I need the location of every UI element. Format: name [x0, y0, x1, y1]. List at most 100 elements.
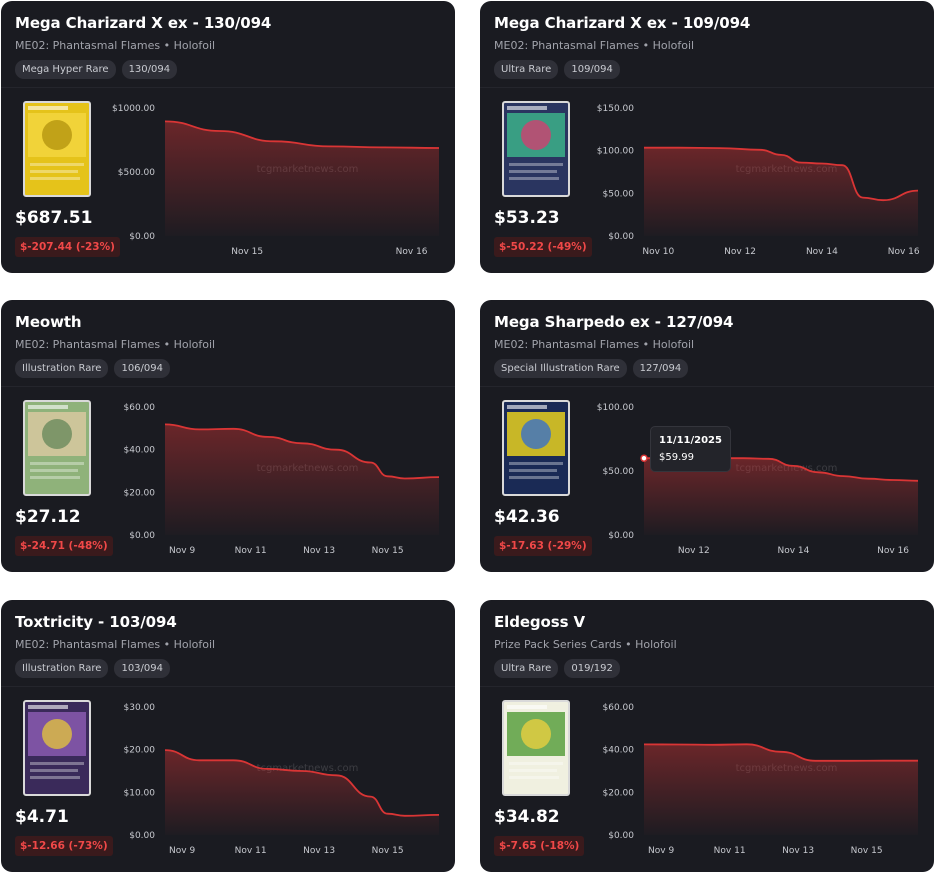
- card-thumbnail[interactable]: [502, 101, 570, 197]
- tooltip-date: 11/11/2025: [659, 435, 722, 447]
- y-tick-label: $60.00: [124, 403, 156, 413]
- x-tick-label: Nov 16: [877, 546, 909, 556]
- y-tick-label: $20.00: [124, 746, 156, 756]
- card-title[interactable]: Toxtricity - 103/094: [15, 613, 177, 631]
- price-line: [164, 749, 440, 817]
- price-area: [644, 147, 918, 236]
- price-history-chart[interactable]: $0.00 $50.00 $100.00 $150.00 Nov 10 Nov 12 Nov…: [580, 95, 926, 265]
- card-thumbnail[interactable]: [23, 400, 91, 496]
- price-history-chart[interactable]: $0.00 $20.00 $40.00 $60.00 Nov 9 Nov 11 Nov 13…: [580, 694, 926, 864]
- chart-svg: $0.00 $10.00 $20.00 $30.00 Nov 9 Nov 11 Nov 13…: [124, 703, 440, 856]
- hover-point: [640, 454, 648, 462]
- x-tick-label: Nov 12: [724, 247, 756, 257]
- x-tick-label: Nov 16: [396, 247, 428, 257]
- price-card-mega-charizard-x-ex-130-094[interactable]: Mega Charizard X ex - 130/094 ME02: Phan…: [1, 1, 455, 273]
- price-card-meowth[interactable]: Meowth ME02: Phantasmal Flames • Holofoi…: [1, 300, 455, 572]
- market-price: $42.36: [494, 507, 560, 527]
- market-price: $53.23: [494, 208, 560, 228]
- number-tag: 109/094: [564, 60, 620, 79]
- x-tick-label: Nov 12: [678, 546, 710, 556]
- price-area: [644, 744, 918, 835]
- price-area: [165, 121, 439, 236]
- rarity-tag: Mega Hyper Rare: [15, 60, 116, 79]
- card-subtitle: ME02: Phantasmal Flames • Holofoil: [494, 338, 695, 351]
- y-tick-label: $0.00: [608, 831, 634, 841]
- divider: [480, 87, 934, 88]
- market-price: $27.12: [15, 507, 81, 527]
- x-tick-label: Nov 13: [303, 846, 335, 856]
- y-tick-label: $0.00: [129, 232, 155, 242]
- y-tick-label: $1000.00: [112, 104, 155, 114]
- x-tick-label: Nov 9: [169, 846, 195, 856]
- price-history-chart[interactable]: $0.00 $10.00 $20.00 $30.00 Nov 9 Nov 11 Nov 13…: [101, 694, 447, 864]
- y-tick-label: $20.00: [603, 788, 635, 798]
- price-area: [644, 458, 918, 535]
- card-thumbnail[interactable]: [502, 700, 570, 796]
- price-change-badge: $-24.71 (-48%): [15, 536, 113, 556]
- x-tick-label: Nov 14: [806, 247, 838, 257]
- x-tick-label: Nov 15: [372, 546, 404, 556]
- y-tick-label: $0.00: [608, 232, 634, 242]
- x-tick-label: Nov 9: [169, 546, 195, 556]
- card-subtitle: Prize Pack Series Cards • Holofoil: [494, 638, 677, 651]
- price-card-eldegoss-v[interactable]: Eldegoss V Prize Pack Series Cards • Hol…: [480, 600, 934, 872]
- price-history-chart[interactable]: $0.00 $20.00 $40.00 $60.00 Nov 9 Nov 11 Nov 13…: [101, 394, 447, 564]
- price-card-mega-sharpedo-ex-127-094[interactable]: Mega Sharpedo ex - 127/094 ME02: Phantas…: [480, 300, 934, 572]
- card-title[interactable]: Meowth: [15, 313, 82, 331]
- tag-list: Illustration Rare 103/094: [15, 659, 170, 678]
- number-tag: 127/094: [632, 359, 689, 378]
- card-title[interactable]: Mega Sharpedo ex - 127/094: [494, 313, 734, 331]
- divider: [480, 386, 934, 387]
- tag-list: Special Illustration Rare 127/094: [494, 359, 689, 378]
- watermark-text: tcgmarketnews.com: [257, 763, 359, 774]
- tag-list: Ultra Rare 109/094: [494, 60, 620, 79]
- price-card-toxtricity-103-094[interactable]: Toxtricity - 103/094 ME02: Phantasmal Fl…: [1, 600, 455, 872]
- divider: [480, 686, 934, 687]
- number-tag: 130/094: [121, 60, 178, 79]
- x-tick-label: Nov 15: [851, 846, 883, 856]
- card-title[interactable]: Mega Charizard X ex - 109/094: [494, 14, 751, 32]
- card-title[interactable]: Mega Charizard X ex - 130/094: [15, 14, 272, 32]
- x-tick-label: Nov 13: [303, 546, 335, 556]
- price-change-badge: $-207.44 (-23%): [15, 237, 120, 257]
- chart-svg: $0.00 $20.00 $40.00 $60.00 Nov 9 Nov 11 Nov 13…: [124, 403, 440, 556]
- card-art: [504, 702, 568, 794]
- number-tag: 019/192: [564, 659, 620, 678]
- card-thumbnail[interactable]: [23, 700, 91, 796]
- market-price: $34.82: [494, 807, 560, 827]
- card-subtitle: ME02: Phantasmal Flames • Holofoil: [15, 638, 216, 651]
- x-tick-label: Nov 16: [888, 247, 920, 257]
- card-thumbnail[interactable]: [23, 101, 91, 197]
- market-price: $687.51: [15, 208, 93, 228]
- rarity-tag: Special Illustration Rare: [494, 359, 627, 378]
- price-area: [165, 424, 439, 535]
- y-tick-label: $0.00: [129, 531, 155, 541]
- card-subtitle: ME02: Phantasmal Flames • Holofoil: [15, 39, 216, 52]
- x-tick-label: Nov 13: [782, 846, 814, 856]
- card-art: [25, 702, 89, 794]
- number-tag: 103/094: [114, 659, 170, 678]
- card-thumbnail[interactable]: [502, 400, 570, 496]
- y-tick-label: $40.00: [124, 446, 156, 456]
- x-tick-label: Nov 11: [714, 846, 746, 856]
- tag-list: Mega Hyper Rare 130/094: [15, 60, 178, 79]
- rarity-tag: Illustration Rare: [15, 359, 109, 378]
- card-art: [25, 103, 89, 195]
- y-tick-label: $50.00: [603, 189, 635, 199]
- y-tick-label: $50.00: [603, 467, 635, 477]
- price-change-badge: $-12.66 (-73%): [15, 836, 113, 856]
- divider: [1, 87, 455, 88]
- tag-list: Illustration Rare 106/094: [15, 359, 170, 378]
- card-subtitle: ME02: Phantasmal Flames • Holofoil: [15, 338, 216, 351]
- card-title[interactable]: Eldegoss V: [494, 613, 586, 631]
- y-tick-label: $20.00: [124, 488, 156, 498]
- chart-svg: $0.00 $50.00 $100.00 $150.00 Nov 10 Nov 12 Nov…: [597, 104, 920, 257]
- market-price: $4.71: [15, 807, 69, 827]
- rarity-tag: Ultra Rare: [494, 659, 559, 678]
- price-card-mega-charizard-x-ex-109-094[interactable]: Mega Charizard X ex - 109/094 ME02: Phan…: [480, 1, 934, 273]
- card-art: [25, 402, 89, 494]
- price-line: [644, 146, 919, 202]
